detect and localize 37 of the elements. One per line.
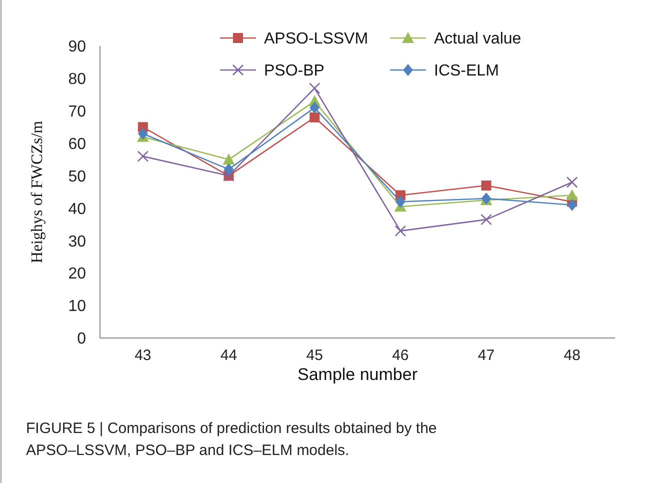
point <box>310 102 320 114</box>
y-tick-label: 30 <box>68 233 86 250</box>
legend-label: ICS-ELM <box>434 62 499 80</box>
y-tick-label: 20 <box>68 266 86 283</box>
y-tick-label: 90 <box>68 38 86 56</box>
y-axis-title: Heighys of FWCZs/m <box>29 120 46 264</box>
legend-label: Actual value <box>434 30 522 48</box>
x-tick-label: 48 <box>564 347 580 364</box>
x-tick-label: 47 <box>478 347 495 364</box>
point <box>310 112 320 122</box>
point <box>567 198 578 211</box>
point <box>308 82 320 94</box>
point <box>222 154 235 165</box>
caption: FIGURE 5 | Comparisons of prediction results obtained by the APSO–LSSVM, PSO–BP and ICS–ELM models. <box>26 420 437 459</box>
x-tick-label: 44 <box>220 347 238 364</box>
point <box>395 196 406 208</box>
x-axis-title: Sample number <box>297 365 418 384</box>
y-tick-label: 50 <box>68 168 86 186</box>
x-tick-label: 46 <box>392 347 409 364</box>
point <box>566 176 578 188</box>
y-tick-label: 70 <box>68 103 86 120</box>
y-tick-label: 0 <box>77 330 86 348</box>
point <box>480 214 492 226</box>
y-tick-label: 80 <box>68 71 86 88</box>
y-tick-label: 40 <box>68 200 86 218</box>
y-tick-label: 60 <box>68 136 86 153</box>
point <box>138 128 148 140</box>
x-tick-label: 43 <box>134 347 152 364</box>
y-tick-label: 10 <box>68 298 86 316</box>
point <box>394 225 406 237</box>
legend-label: APSO-LSSVM <box>264 30 368 48</box>
point <box>137 150 149 162</box>
x-tick-label: 45 <box>306 347 323 364</box>
point <box>566 189 578 200</box>
legend-label: PSO-BP <box>264 62 324 80</box>
point <box>481 180 492 191</box>
point <box>224 163 234 176</box>
